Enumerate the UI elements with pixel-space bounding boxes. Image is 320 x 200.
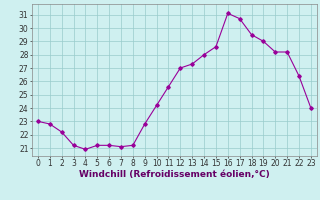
X-axis label: Windchill (Refroidissement éolien,°C): Windchill (Refroidissement éolien,°C) xyxy=(79,170,270,179)
